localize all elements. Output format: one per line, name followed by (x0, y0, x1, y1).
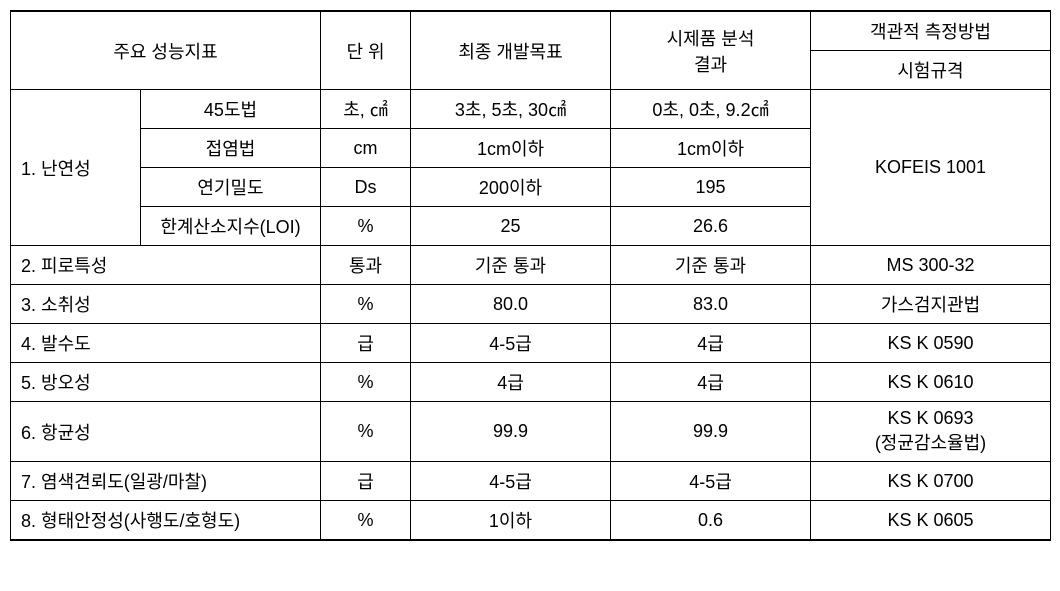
row8-goal: 1이하 (411, 501, 611, 541)
row2-method: MS 300-32 (811, 246, 1051, 285)
row3-result: 83.0 (611, 285, 811, 324)
row1-sub1: 45도법 (141, 90, 321, 129)
row5-unit: % (321, 363, 411, 402)
row6-method: KS K 0693 (정균감소율법) (811, 402, 1051, 462)
row4-goal: 4-5급 (411, 324, 611, 363)
header-method: 객관적 측정방법 (811, 11, 1051, 51)
row1-sub2-result: 1cm이하 (611, 129, 811, 168)
row7-unit: 급 (321, 462, 411, 501)
row1-sub3-result: 195 (611, 168, 811, 207)
row5-label: 5. 방오성 (11, 363, 321, 402)
row1-sub4-unit: % (321, 207, 411, 246)
row6-label: 6. 항균성 (11, 402, 321, 462)
row3-unit: % (321, 285, 411, 324)
row2-unit: 통과 (321, 246, 411, 285)
row4-label: 4. 발수도 (11, 324, 321, 363)
performance-table: 주요 성능지표 단 위 최종 개발목표 시제품 분석 결과 객관적 측정방법 시… (10, 10, 1051, 541)
row1-sub1-unit: 초, ㎠ (321, 90, 411, 129)
row4-unit: 급 (321, 324, 411, 363)
row3-goal: 80.0 (411, 285, 611, 324)
row7-label: 7. 염색견뢰도(일광/마찰) (11, 462, 321, 501)
row7-result: 4-5급 (611, 462, 811, 501)
row6-unit: % (321, 402, 411, 462)
header-result-l2: 결과 (694, 55, 727, 75)
row6-method-l1: KS K 0693 (887, 408, 973, 428)
row4-method: KS K 0590 (811, 324, 1051, 363)
header-spec: 시험규격 (811, 51, 1051, 90)
header-result-l1: 시제품 분석 (667, 29, 755, 49)
row3-method: 가스검지관법 (811, 285, 1051, 324)
row8-label: 8. 형태안정성(사행도/호형도) (11, 501, 321, 541)
row7-method: KS K 0700 (811, 462, 1051, 501)
row1-label: 1. 난연성 (11, 90, 141, 246)
row1-sub4: 한계산소지수(LOI) (141, 207, 321, 246)
row1-sub2: 접염법 (141, 129, 321, 168)
row1-sub4-goal: 25 (411, 207, 611, 246)
header-unit: 단 위 (321, 11, 411, 90)
row1-sub2-goal: 1cm이하 (411, 129, 611, 168)
row7-goal: 4-5급 (411, 462, 611, 501)
row5-goal: 4급 (411, 363, 611, 402)
row2-label: 2. 피로특성 (11, 246, 321, 285)
row1-sub4-result: 26.6 (611, 207, 811, 246)
header-indicator: 주요 성능지표 (11, 11, 321, 90)
row6-goal: 99.9 (411, 402, 611, 462)
row1-sub3-goal: 200이하 (411, 168, 611, 207)
row3-label: 3. 소취성 (11, 285, 321, 324)
row1-sub3: 연기밀도 (141, 168, 321, 207)
row5-method: KS K 0610 (811, 363, 1051, 402)
row2-goal: 기준 통과 (411, 246, 611, 285)
row6-result: 99.9 (611, 402, 811, 462)
row5-result: 4급 (611, 363, 811, 402)
row1-method: KOFEIS 1001 (811, 90, 1051, 246)
row6-method-l2: (정균감소율법) (875, 433, 986, 453)
row1-sub1-goal: 3초, 5초, 30㎠ (411, 90, 611, 129)
row2-result: 기준 통과 (611, 246, 811, 285)
row8-method: KS K 0605 (811, 501, 1051, 541)
row1-sub2-unit: cm (321, 129, 411, 168)
row1-sub3-unit: Ds (321, 168, 411, 207)
row8-result: 0.6 (611, 501, 811, 541)
header-goal: 최종 개발목표 (411, 11, 611, 90)
header-result: 시제품 분석 결과 (611, 11, 811, 90)
row4-result: 4급 (611, 324, 811, 363)
row8-unit: % (321, 501, 411, 541)
row1-sub1-result: 0초, 0초, 9.2㎠ (611, 90, 811, 129)
